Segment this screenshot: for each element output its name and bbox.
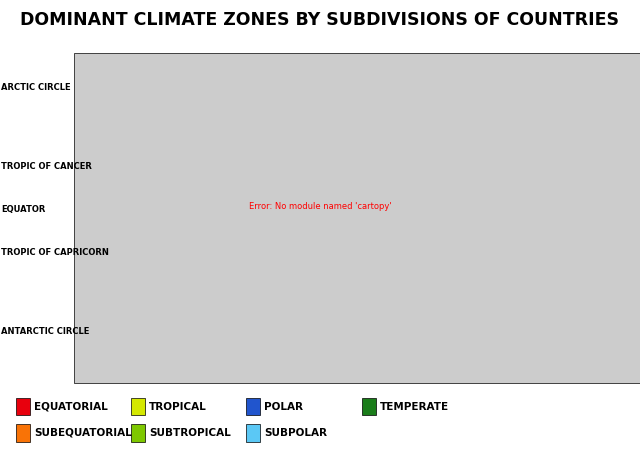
Text: ARCTIC CIRCLE: ARCTIC CIRCLE xyxy=(1,83,71,92)
Text: EQUATORIAL: EQUATORIAL xyxy=(34,402,108,412)
Text: SUBPOLAR: SUBPOLAR xyxy=(264,428,327,438)
Text: TEMPERATE: TEMPERATE xyxy=(380,402,449,412)
Text: ANTARCTIC CIRCLE: ANTARCTIC CIRCLE xyxy=(1,327,90,336)
Bar xyxy=(16,398,30,415)
Text: SUBTROPICAL: SUBTROPICAL xyxy=(149,428,231,438)
Text: TROPICAL: TROPICAL xyxy=(149,402,207,412)
Text: TROPIC OF CAPRICORN: TROPIC OF CAPRICORN xyxy=(1,248,109,257)
Text: POLAR: POLAR xyxy=(264,402,303,412)
Bar xyxy=(362,398,376,415)
Bar xyxy=(246,398,260,415)
Text: SUBEQUATORIAL: SUBEQUATORIAL xyxy=(34,428,132,438)
Text: DOMINANT CLIMATE ZONES BY SUBDIVISIONS OF COUNTRIES: DOMINANT CLIMATE ZONES BY SUBDIVISIONS O… xyxy=(20,11,620,29)
Text: EQUATOR: EQUATOR xyxy=(1,205,45,214)
Bar xyxy=(246,424,260,442)
Bar xyxy=(131,424,145,442)
Bar xyxy=(74,53,640,383)
Text: Error: No module named 'cartopy': Error: No module named 'cartopy' xyxy=(249,202,391,211)
Bar xyxy=(131,398,145,415)
Bar xyxy=(16,424,30,442)
Text: TROPIC OF CANCER: TROPIC OF CANCER xyxy=(1,162,92,171)
